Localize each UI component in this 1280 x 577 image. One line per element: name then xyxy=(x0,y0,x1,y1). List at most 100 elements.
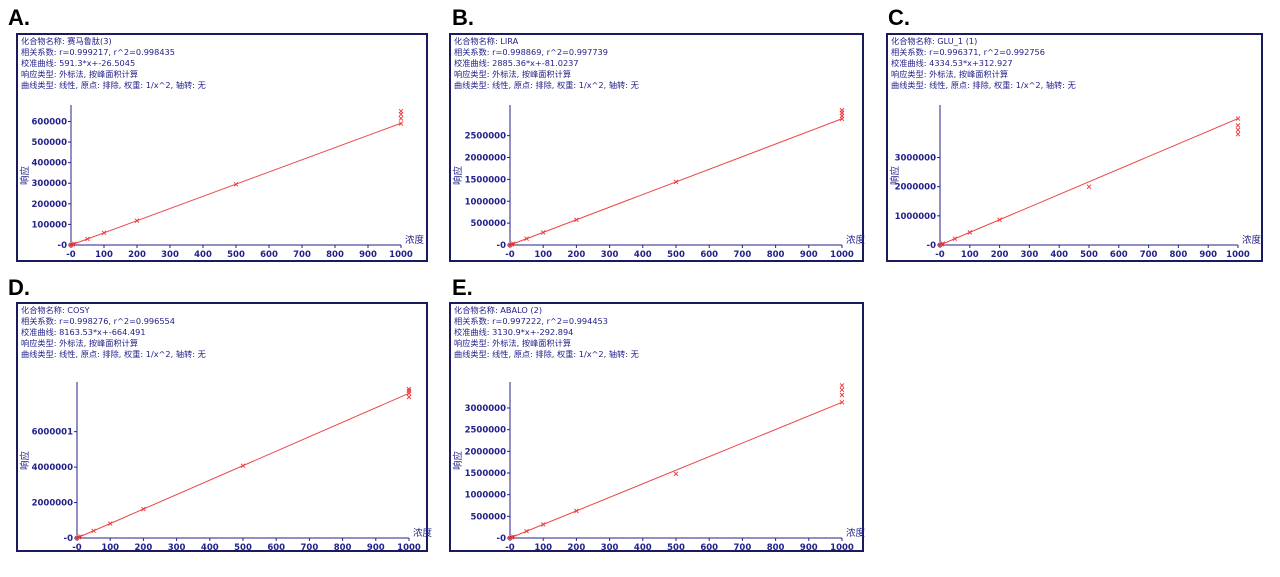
data-point xyxy=(240,463,246,468)
y-tick-label: 200000 xyxy=(32,200,68,210)
x-tick-label: 800 xyxy=(767,250,785,260)
y-tick-label: 1500000 xyxy=(465,175,506,185)
x-tick-label: 200 xyxy=(568,543,586,553)
data-point xyxy=(524,528,529,534)
panel-letter-d: D. xyxy=(8,275,30,300)
info-block-d: 化合物名称: COSY 相关系数: r=0.998276, r^2=0.9965… xyxy=(21,305,206,360)
data-point xyxy=(511,241,516,247)
calibration-curve-text: 校准曲线: 8163.53*x+-664.491 xyxy=(21,327,146,337)
x-tick-label: 500 xyxy=(667,543,685,553)
y-tick-label: 300000 xyxy=(32,179,68,189)
x-tick-label: 200 xyxy=(991,250,1009,260)
y-tick-label: 2000000 xyxy=(465,447,506,457)
curve-type-text: 曲线类型: 线性, 原点: 排除, 权重: 1/x^2, 轴转: 无 xyxy=(454,80,639,90)
data-point xyxy=(524,236,529,242)
x-tick-label: 100 xyxy=(101,543,119,553)
panel-letter-a: A. xyxy=(8,5,30,30)
y-tick-label: 1000000 xyxy=(465,491,506,501)
x-tick-label: 900 xyxy=(367,543,385,553)
x-tick-label: 300 xyxy=(168,543,186,553)
data-point xyxy=(91,528,96,534)
x-axis-label: 浓度 xyxy=(405,234,425,246)
x-tick-label: 100 xyxy=(95,250,113,260)
x-tick-label: 500 xyxy=(227,250,245,260)
data-point xyxy=(141,506,146,512)
y-tick-label: -0 xyxy=(64,534,74,544)
x-tick-label: 200 xyxy=(128,250,146,260)
y-tick-label: 2500000 xyxy=(465,426,506,436)
x-tick-label: -0 xyxy=(505,543,515,553)
x-tick-label: 300 xyxy=(161,250,179,260)
y-tick-label: 2500000 xyxy=(465,132,506,142)
curve-type-text: 曲线类型: 线性, 原点: 排除, 权重: 1/x^2, 轴转: 无 xyxy=(454,349,639,359)
y-axis-label: 响应 xyxy=(19,165,31,185)
calibration-panel-b: 化合物名称: LIRA 相关系数: r=0.998869, r^2=0.9977… xyxy=(449,33,866,262)
x-tick-label: 700 xyxy=(734,250,752,260)
x-tick-label: 400 xyxy=(201,543,219,553)
calibration-panel-e: 化合物名称: ABALO (2) 相关系数: r=0.997222, r^2=0… xyxy=(449,302,866,553)
plot-area-a: -0 100 200 300 400 500 600 700 800 900 1000 -0 10000… xyxy=(19,105,425,260)
x-tick-label: 700 xyxy=(293,250,311,260)
calibration-curve-text: 校准曲线: 591.3*x+-26.5045 xyxy=(21,58,136,68)
x-tick-label: 800 xyxy=(767,543,785,553)
calibration-panel-d: 化合物名称: COSY 相关系数: r=0.998276, r^2=0.9965… xyxy=(16,302,433,553)
data-point xyxy=(1086,184,1092,189)
x-tick-label: 800 xyxy=(1170,250,1188,260)
plot-area-b: -0 100 200 300 400 500 600 700 800 900 1000 -0 50000… xyxy=(452,105,866,260)
y-tick-label: 2000000 xyxy=(465,154,506,164)
x-tick-label: 100 xyxy=(534,250,552,260)
data-point xyxy=(398,121,404,126)
data-point xyxy=(406,386,412,392)
data-point xyxy=(673,179,679,185)
x-tick-label: 1000 xyxy=(830,543,854,553)
y-tick-label: -0 xyxy=(497,534,507,544)
y-tick-label: 500000 xyxy=(32,138,68,148)
compound-name: 化合物名称: LIRA xyxy=(454,36,519,46)
data-point xyxy=(233,181,239,187)
data-point xyxy=(574,508,579,514)
data-point xyxy=(398,116,404,121)
y-tick-label: 4000000 xyxy=(32,463,73,473)
x-tick-label: 400 xyxy=(1050,250,1068,260)
x-tick-label: 100 xyxy=(534,543,552,553)
y-tick-label: 1000000 xyxy=(465,197,506,207)
y-tick-label: 2000000 xyxy=(895,183,936,193)
data-point xyxy=(952,236,958,241)
calibration-fit-line xyxy=(509,401,843,539)
calibration-curve-text: 校准曲线: 4334.53*x+312.927 xyxy=(891,58,1013,68)
x-tick-label: 400 xyxy=(194,250,212,260)
info-block-e: 化合物名称: ABALO (2) 相关系数: r=0.997222, r^2=0… xyxy=(454,305,639,360)
x-axis-label: 浓度 xyxy=(413,527,433,539)
x-tick-label: 500 xyxy=(234,543,252,553)
data-point xyxy=(967,230,973,235)
x-tick-label: 300 xyxy=(1021,250,1039,260)
x-tick-label: 600 xyxy=(700,250,718,260)
data-point xyxy=(107,521,113,526)
compound-name: 化合物名称: 赛马鲁肽(3) xyxy=(21,36,112,46)
correlation-text: 相关系数: r=0.998276, r^2=0.996554 xyxy=(21,316,175,326)
y-tick-label: -0 xyxy=(927,241,937,251)
y-tick-label: 3000000 xyxy=(465,404,506,414)
y-tick-label: 1000000 xyxy=(895,212,936,222)
data-point xyxy=(940,241,946,247)
response-type-text: 响应类型: 外标法, 按峰面积计算 xyxy=(21,69,139,79)
data-point xyxy=(540,522,546,527)
panel-letter-b: B. xyxy=(452,5,474,30)
data-point xyxy=(574,217,579,223)
x-tick-label: 700 xyxy=(301,543,319,553)
plot-area-d: -0 100 200 300 400 500 600 700 800 900 1000 -0 20000… xyxy=(19,382,433,553)
x-tick-label: 900 xyxy=(1199,250,1217,260)
y-tick-label: 400000 xyxy=(32,159,68,169)
y-tick-label: 6000001 xyxy=(32,428,73,438)
x-tick-label: -0 xyxy=(505,250,515,260)
data-point xyxy=(839,400,845,405)
calibration-curve-text: 校准曲线: 3130.9*x+-292.894 xyxy=(454,327,574,337)
correlation-text: 相关系数: r=0.996371, r^2=0.992756 xyxy=(891,47,1045,57)
data-point xyxy=(839,383,845,388)
x-tick-label: 1000 xyxy=(1226,250,1250,260)
x-tick-label: 300 xyxy=(601,250,619,260)
correlation-text: 相关系数: r=0.997222, r^2=0.994453 xyxy=(454,316,608,326)
data-point xyxy=(997,217,1002,223)
y-tick-label: -0 xyxy=(497,241,507,251)
x-tick-label: 200 xyxy=(568,250,586,260)
